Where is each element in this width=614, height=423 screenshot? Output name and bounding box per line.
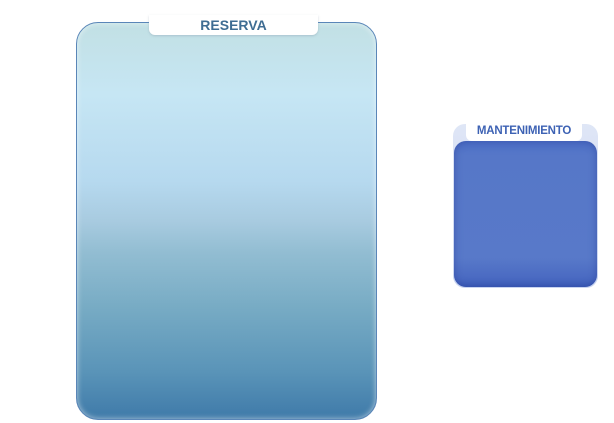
reserva-label: RESERVA — [149, 15, 318, 35]
mantenimiento-tank — [454, 141, 597, 287]
reserva-tank — [76, 22, 377, 420]
mantenimiento-label: MANTENIMIENTO — [466, 123, 582, 141]
